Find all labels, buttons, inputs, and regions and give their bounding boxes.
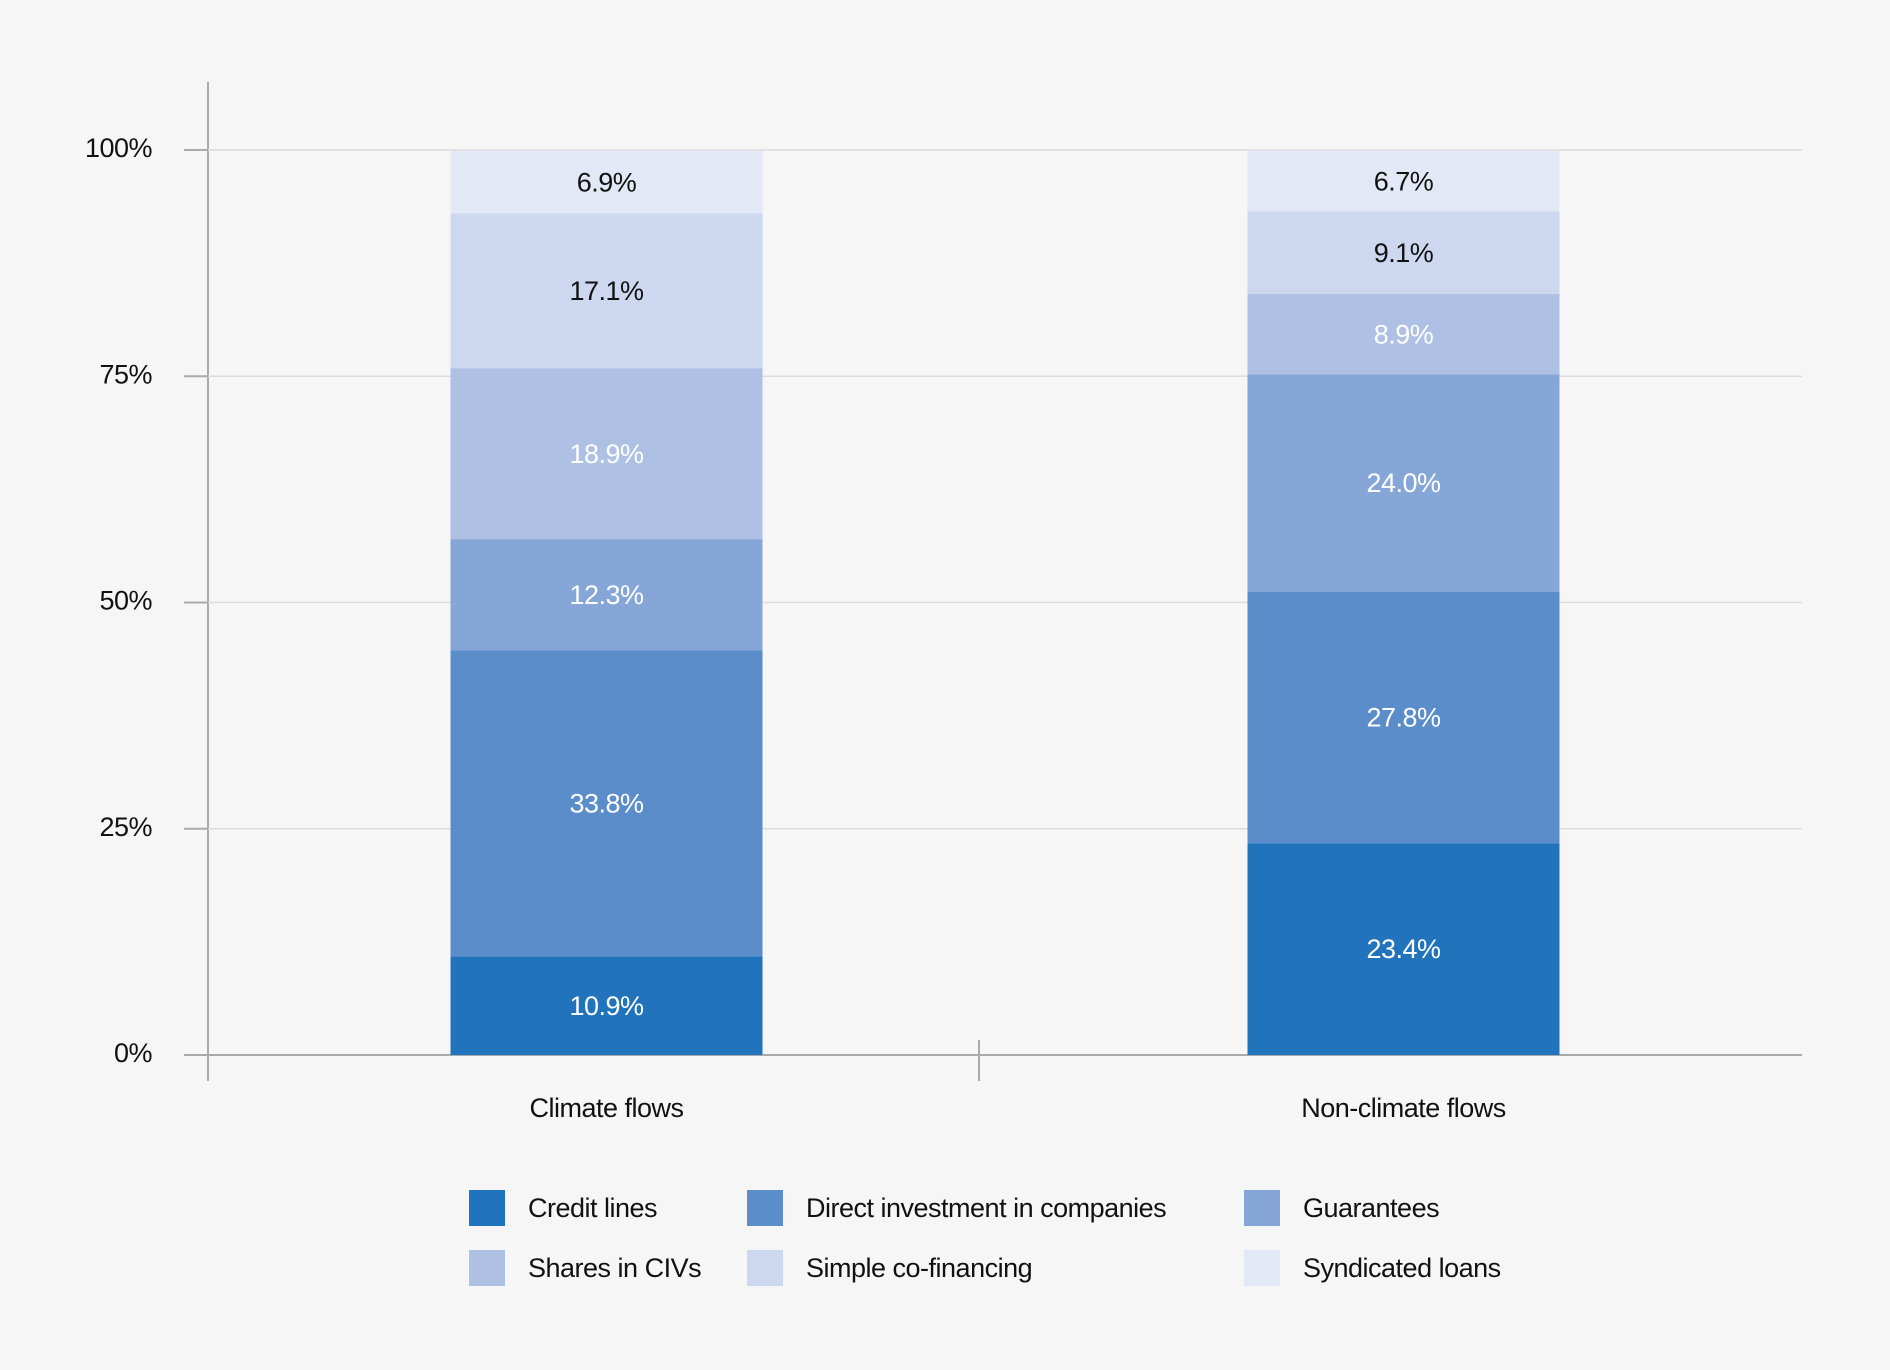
bar-segment bbox=[1247, 374, 1560, 592]
data-label: 6.9% bbox=[577, 167, 637, 197]
data-label: 27.8% bbox=[1366, 703, 1441, 733]
legend-swatch bbox=[747, 1190, 783, 1226]
bar-segment bbox=[450, 150, 763, 214]
bar-segment bbox=[450, 956, 763, 1055]
data-label: 12.3% bbox=[569, 580, 644, 610]
bar-segment bbox=[1247, 293, 1560, 375]
x-tick-label: Non-climate flows bbox=[1301, 1093, 1506, 1123]
y-tick-label: 0% bbox=[114, 1038, 153, 1068]
legend-label: Credit lines bbox=[528, 1193, 657, 1223]
legend-swatch bbox=[1244, 1250, 1280, 1286]
legend-label: Syndicated loans bbox=[1303, 1253, 1501, 1283]
legend-label: Guarantees bbox=[1303, 1193, 1439, 1223]
bar-segment bbox=[1247, 150, 1560, 212]
x-tick-label: Climate flows bbox=[529, 1093, 683, 1123]
data-label: 9.1% bbox=[1374, 238, 1434, 268]
y-tick-label: 50% bbox=[99, 586, 152, 616]
legend-swatch bbox=[469, 1250, 505, 1286]
data-label: 17.1% bbox=[569, 276, 644, 306]
bar-segment bbox=[450, 539, 763, 651]
data-label: 33.8% bbox=[569, 789, 644, 819]
legend-label: Direct investment in companies bbox=[806, 1193, 1166, 1223]
legend-label: Simple co-financing bbox=[806, 1253, 1032, 1283]
y-tick-label: 75% bbox=[99, 359, 152, 389]
legend-swatch bbox=[1244, 1190, 1280, 1226]
legend-label: Shares in CIVs bbox=[528, 1253, 701, 1283]
legend-swatch bbox=[747, 1250, 783, 1286]
bar-segment bbox=[1247, 843, 1560, 1055]
bar-segment bbox=[450, 213, 763, 369]
bar-segment bbox=[1247, 591, 1560, 844]
y-tick-label: 100% bbox=[85, 133, 153, 163]
data-label: 18.9% bbox=[569, 439, 644, 469]
legend-swatch bbox=[469, 1190, 505, 1226]
bar-segment bbox=[1247, 211, 1560, 294]
data-label: 8.9% bbox=[1374, 319, 1434, 349]
bar-segment bbox=[450, 650, 763, 957]
data-label: 23.4% bbox=[1366, 934, 1441, 964]
y-tick-label: 25% bbox=[99, 812, 152, 842]
data-label: 24.0% bbox=[1366, 468, 1441, 498]
data-label: 10.9% bbox=[569, 991, 644, 1021]
data-label: 6.7% bbox=[1374, 166, 1434, 196]
bar-segment bbox=[450, 368, 763, 540]
